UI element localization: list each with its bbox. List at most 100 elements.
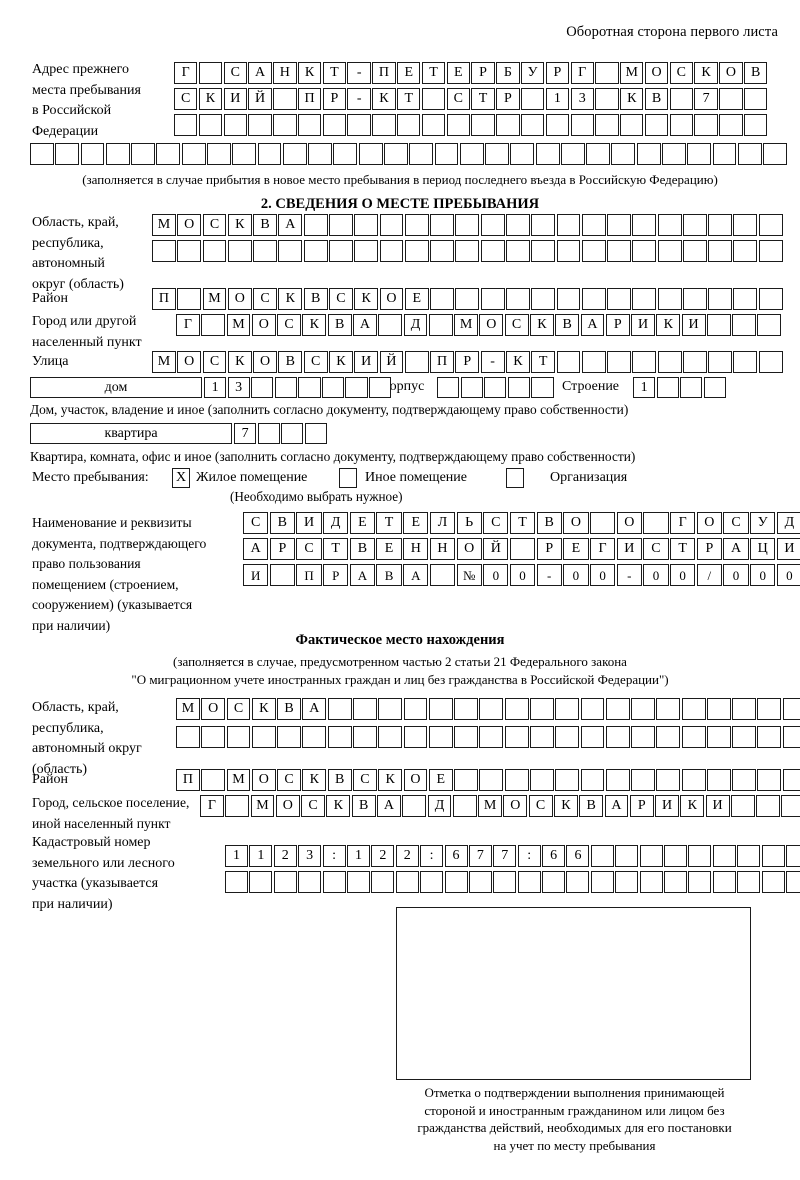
cell[interactable]: О	[456, 538, 482, 560]
cell[interactable]	[662, 143, 686, 165]
cell[interactable]	[485, 143, 509, 165]
cell[interactable]	[437, 377, 460, 398]
cell[interactable]: 6	[542, 845, 566, 867]
cell[interactable]: О	[177, 214, 202, 236]
cell[interactable]	[253, 240, 278, 262]
cell[interactable]	[409, 143, 434, 165]
cell[interactable]	[404, 214, 429, 236]
cell[interactable]	[327, 698, 352, 720]
cell[interactable]	[688, 845, 712, 867]
cell[interactable]	[479, 769, 504, 791]
cell[interactable]: В	[278, 351, 303, 373]
cell[interactable]: О	[379, 288, 404, 310]
cell[interactable]	[535, 143, 560, 165]
cell[interactable]	[379, 240, 404, 262]
cell[interactable]: Р	[536, 538, 562, 560]
cell[interactable]	[758, 240, 783, 262]
cell[interactable]: О	[403, 769, 428, 791]
cell[interactable]	[251, 726, 276, 748]
cell[interactable]: -	[347, 62, 371, 84]
cell[interactable]: К	[553, 795, 578, 817]
cell[interactable]: 2	[273, 845, 297, 867]
cell[interactable]	[428, 314, 453, 336]
cell[interactable]	[176, 726, 200, 748]
cell[interactable]	[615, 871, 639, 893]
cell[interactable]	[369, 377, 392, 398]
cell[interactable]	[105, 143, 130, 165]
cell[interactable]	[421, 114, 446, 136]
cell[interactable]	[605, 769, 630, 791]
cell[interactable]: С	[352, 769, 377, 791]
cell[interactable]	[708, 288, 733, 310]
cell[interactable]	[615, 845, 639, 867]
cell[interactable]: О	[227, 288, 252, 310]
cell[interactable]: О	[253, 351, 278, 373]
cell[interactable]	[302, 726, 327, 748]
cell[interactable]: В	[536, 512, 562, 534]
cell[interactable]: 0	[723, 564, 749, 586]
cell[interactable]: С	[328, 288, 353, 310]
cell[interactable]: Р	[455, 351, 480, 373]
cell[interactable]	[664, 845, 688, 867]
cell[interactable]	[529, 698, 554, 720]
cell[interactable]	[251, 377, 274, 398]
cell[interactable]	[757, 726, 782, 748]
cell[interactable]	[269, 564, 295, 586]
cell[interactable]: Р	[629, 795, 654, 817]
cell[interactable]: 7	[468, 845, 492, 867]
cell[interactable]	[605, 698, 630, 720]
cell[interactable]: Г	[589, 538, 616, 560]
cell[interactable]	[201, 769, 226, 791]
cell[interactable]	[328, 240, 353, 262]
cell[interactable]: М	[454, 314, 478, 336]
cell[interactable]: 0	[483, 564, 509, 586]
cell[interactable]: А	[403, 564, 429, 586]
cell[interactable]	[542, 871, 566, 893]
cell[interactable]: :	[517, 845, 541, 867]
cell[interactable]: В	[349, 538, 376, 560]
cell[interactable]	[733, 214, 758, 236]
cell[interactable]	[225, 871, 248, 893]
cell[interactable]	[226, 726, 251, 748]
cell[interactable]	[757, 314, 782, 336]
cell[interactable]	[643, 512, 669, 534]
cell[interactable]	[681, 698, 706, 720]
cell[interactable]	[632, 214, 657, 236]
cell[interactable]: О	[201, 698, 226, 720]
cell[interactable]	[756, 795, 781, 817]
cell[interactable]: Д	[403, 314, 428, 336]
cell[interactable]	[644, 114, 669, 136]
cell[interactable]: О	[719, 62, 743, 84]
cell[interactable]: А	[723, 538, 749, 560]
cell[interactable]	[404, 240, 429, 262]
cell[interactable]: А	[352, 314, 377, 336]
cell[interactable]: В	[579, 795, 604, 817]
cell[interactable]	[347, 114, 371, 136]
cell[interactable]: К	[297, 62, 322, 84]
cell[interactable]: О	[503, 795, 528, 817]
cell[interactable]: К	[620, 88, 644, 110]
cell[interactable]	[694, 114, 718, 136]
cell[interactable]: Е	[397, 62, 421, 84]
cell[interactable]	[656, 377, 679, 398]
cell[interactable]	[479, 698, 504, 720]
cell[interactable]: В	[303, 288, 328, 310]
cell[interactable]: П	[372, 62, 396, 84]
cell[interactable]	[708, 214, 733, 236]
cell[interactable]	[444, 871, 468, 893]
cell[interactable]	[589, 512, 616, 534]
cell[interactable]	[504, 726, 529, 748]
cell[interactable]	[607, 351, 631, 373]
cell[interactable]	[657, 240, 682, 262]
cell[interactable]	[761, 845, 785, 867]
cell[interactable]: В	[277, 698, 302, 720]
cell[interactable]	[681, 769, 706, 791]
cell[interactable]	[354, 214, 379, 236]
cell[interactable]	[555, 769, 580, 791]
cell[interactable]: Й	[379, 351, 404, 373]
cell[interactable]: С	[226, 698, 251, 720]
cell[interactable]	[232, 143, 257, 165]
cell[interactable]	[322, 114, 347, 136]
cell[interactable]: К	[680, 795, 705, 817]
cell[interactable]	[304, 423, 327, 444]
